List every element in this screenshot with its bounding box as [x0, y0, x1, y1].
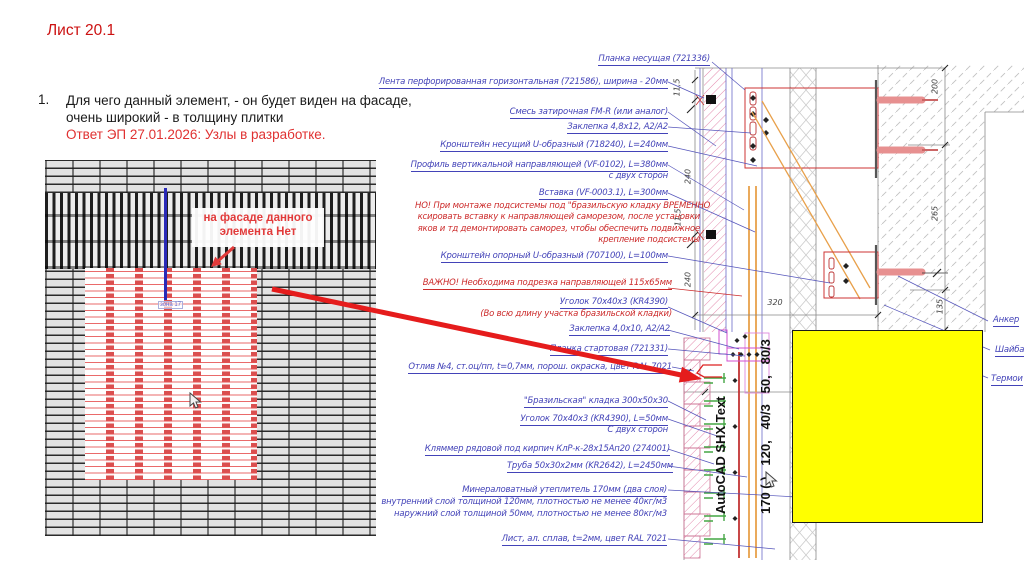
callout-zaklepka-40: Заклепка 4,0x10, А2/А2 — [569, 324, 670, 336]
callout-zaklepka-48: Заклепка 4,8x12, А2/А2 — [567, 122, 668, 134]
callout-otliv: Отлив №4, ст.оц/пп, t=0,7мм, порош. окра… — [408, 362, 672, 374]
dimension-lines — [694, 68, 950, 330]
dim-11-5-top: 11,5 — [672, 78, 682, 97]
callout-ugolok-l50: Уголок 70x40x3 (KR4390), L=50мм — [520, 414, 668, 426]
facade-note-line-1: на фасаде данного — [203, 212, 313, 224]
dim-240-top: 240 — [683, 168, 693, 185]
answer-line: Ответ ЭП 27.01.2026: Узлы в разработке. — [66, 127, 326, 142]
callout-brazilskaya-kladka: "Бразильская" кладка 300x50x30 — [523, 396, 668, 408]
bearing-bracket — [744, 80, 879, 300]
callout-ugolok-note: (Во всю длину участка бразильской кладки… — [480, 309, 672, 319]
callout-vstavka: Вставка (VF-0003.1), L=300мм — [538, 188, 668, 200]
profile-box — [744, 332, 770, 394]
guide-lines-blue — [699, 68, 763, 560]
facade-brick-band-top — [45, 160, 376, 193]
autocad-shx-text: AutoCAD SHX Text 170 ( ) 120, 40/3 50, 8… — [683, 339, 803, 514]
dim-200: 200 — [930, 78, 940, 95]
dim-240-bottom: 240 — [683, 271, 693, 288]
leader-lines — [667, 61, 991, 550]
autocad-shx-line2: 170 ( ) 120, 40/3 50, 80/3 — [758, 339, 773, 514]
callout-kronshtein-oporny: Кронштейн опорный U-образный (707100), L… — [440, 251, 668, 263]
callout-uteplitel: Минераловатный утеплитель 170мм (два сло… — [462, 485, 667, 497]
brazilian-masonry — [683, 337, 711, 559]
question-number: 1. — [38, 92, 50, 107]
callout-anker: Анкер — [993, 315, 1020, 327]
callout-planka-nesushchaya: Планка несущая (721336) — [598, 54, 710, 66]
dim-11-5-bottom: 11,5 — [673, 208, 683, 227]
callout-lenta: Лента перфорированная горизонтальная (72… — [378, 77, 668, 89]
autocad-shx-note: AutoCAD SHX Text 170 ( ) 120, 40/3 50, 8… — [713, 330, 983, 523]
callout-shayba: Шайба — [995, 345, 1024, 357]
callout-planka-startovaya: Планка стартовая (721331) — [549, 344, 668, 356]
callout-list-al: Лист, ал. сплав, t=2мм, цвет RAL 7021 — [501, 534, 667, 546]
facade-axis-line — [164, 188, 167, 300]
facade-image: зона 17 на фасаде данного элемента Нет — [45, 160, 376, 536]
callout-smes: Смесь затирочная FM-R (или аналог) — [509, 107, 668, 119]
facade-note: на фасаде данного элемента Нет — [192, 208, 324, 247]
page-title: Лист 20.1 — [47, 22, 116, 39]
zone-label: зона 17 — [158, 301, 184, 309]
temp-note-line4: крепление подсистемы — [598, 235, 700, 246]
callout-profil-note: с двух сторон — [608, 171, 669, 181]
clad-wall-hatch — [704, 68, 726, 332]
callout-ugolok-l50-note: С двух сторон — [607, 425, 668, 435]
temp-note-line2: ксировать вставку к направляющей саморез… — [417, 212, 701, 223]
temp-note-line1: НО! При монтаже подсистемы под "бразильс… — [415, 201, 711, 211]
callout-profil: Профиль вертикальной направляющей (VF-01… — [410, 160, 668, 172]
dim-135: 135 — [935, 298, 945, 315]
clamps — [704, 373, 726, 545]
callout-uteplitel-outer: наружний слой толщиной 50мм, плотностью … — [394, 509, 667, 519]
support-bracket — [823, 245, 879, 305]
question-line-1: Для чего данный элемент, - он будет виде… — [66, 93, 412, 108]
concrete-hatch-top — [878, 65, 1024, 112]
wall-anchors — [686, 94, 716, 249]
callout-truba: Труба 50x30x2мм (KR2642), L=2450мм — [506, 461, 673, 473]
dim-265: 265 — [930, 205, 940, 222]
anchors — [876, 96, 948, 278]
autocad-shx-line1: AutoCAD SHX Text — [713, 396, 728, 514]
dim-320: 320 — [767, 298, 783, 307]
question-block: Для чего данный элемент, - он будет виде… — [66, 92, 446, 143]
callout-ugolok-kr4390: Уголок 70x40x3 (KR4390) — [559, 297, 668, 309]
profile-lines-orange — [748, 186, 757, 558]
callout-uteplitel-inner: внутренний слой толщиной 120мм, плотност… — [381, 497, 667, 507]
callout-kronshtein-nesushchiy: Кронштейн несущий U-образный (718240), L… — [440, 140, 668, 152]
callout-klyammer: Кляммер рядовой под кирпич КлР-к-28x15Ап… — [424, 444, 670, 456]
callout-vazhno-podrezka: ВАЖНО! Необходима подрезка направляющей … — [422, 278, 672, 290]
facade-note-line-2: элемента Нет — [219, 226, 297, 238]
temp-note-line3: яков и тд демонтировать саморез, чтобы о… — [417, 223, 701, 234]
temporary-fix-note: НО! При монтаже подсистемы под "бразильс… — [415, 201, 711, 247]
callout-termo: Термои — [991, 374, 1023, 386]
question-line-2: очень широкий - в толщину плитки — [66, 110, 284, 125]
